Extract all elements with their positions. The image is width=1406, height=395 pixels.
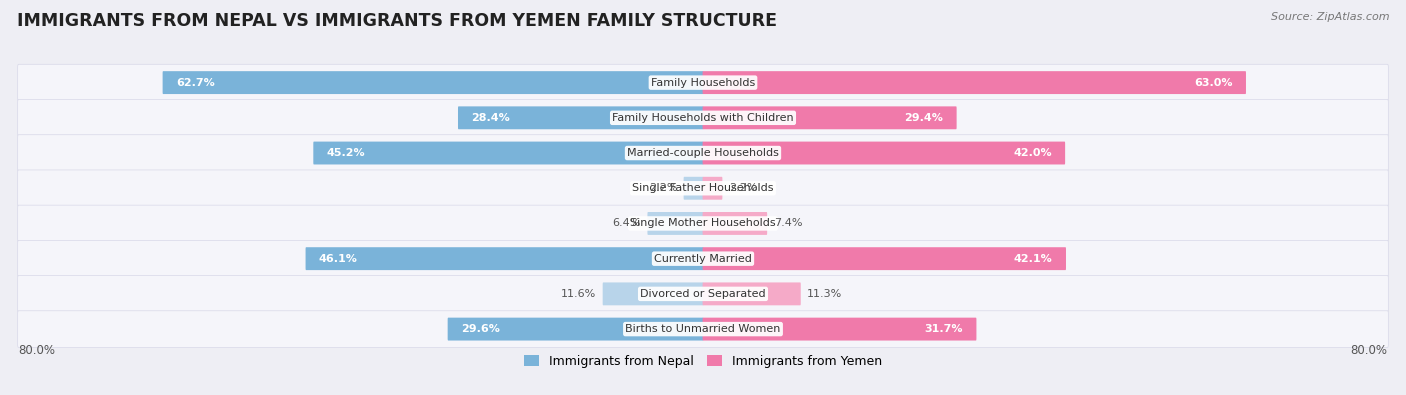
FancyBboxPatch shape <box>703 212 768 235</box>
FancyBboxPatch shape <box>703 71 1246 94</box>
Text: Source: ZipAtlas.com: Source: ZipAtlas.com <box>1271 12 1389 22</box>
FancyBboxPatch shape <box>447 318 703 340</box>
Text: Married-couple Households: Married-couple Households <box>627 148 779 158</box>
Text: 46.1%: 46.1% <box>319 254 357 264</box>
Text: 2.2%: 2.2% <box>728 183 758 193</box>
Text: 11.3%: 11.3% <box>807 289 842 299</box>
FancyBboxPatch shape <box>703 318 976 340</box>
Text: Divorced or Separated: Divorced or Separated <box>640 289 766 299</box>
Text: Single Mother Households: Single Mother Households <box>630 218 776 228</box>
FancyBboxPatch shape <box>18 170 1388 207</box>
Text: Currently Married: Currently Married <box>654 254 752 264</box>
Text: 80.0%: 80.0% <box>1351 344 1388 357</box>
Text: 80.0%: 80.0% <box>18 344 55 357</box>
Text: 11.6%: 11.6% <box>561 289 596 299</box>
FancyBboxPatch shape <box>603 282 703 305</box>
Legend: Immigrants from Nepal, Immigrants from Yemen: Immigrants from Nepal, Immigrants from Y… <box>517 348 889 374</box>
FancyBboxPatch shape <box>703 282 801 305</box>
Text: Births to Unmarried Women: Births to Unmarried Women <box>626 324 780 334</box>
FancyBboxPatch shape <box>18 205 1388 242</box>
FancyBboxPatch shape <box>314 141 703 164</box>
Text: Family Households: Family Households <box>651 77 755 88</box>
Text: 42.0%: 42.0% <box>1014 148 1052 158</box>
FancyBboxPatch shape <box>305 247 703 270</box>
Text: IMMIGRANTS FROM NEPAL VS IMMIGRANTS FROM YEMEN FAMILY STRUCTURE: IMMIGRANTS FROM NEPAL VS IMMIGRANTS FROM… <box>17 12 778 30</box>
FancyBboxPatch shape <box>18 100 1388 136</box>
FancyBboxPatch shape <box>703 247 1066 270</box>
Text: 62.7%: 62.7% <box>176 77 215 88</box>
Text: 6.4%: 6.4% <box>613 218 641 228</box>
FancyBboxPatch shape <box>703 141 1066 164</box>
FancyBboxPatch shape <box>647 212 703 235</box>
FancyBboxPatch shape <box>163 71 703 94</box>
Text: 29.6%: 29.6% <box>461 324 501 334</box>
FancyBboxPatch shape <box>18 276 1388 312</box>
Text: 2.2%: 2.2% <box>648 183 678 193</box>
Text: 7.4%: 7.4% <box>773 218 801 228</box>
FancyBboxPatch shape <box>703 106 956 129</box>
Text: 42.1%: 42.1% <box>1014 254 1053 264</box>
FancyBboxPatch shape <box>703 177 723 200</box>
Text: 31.7%: 31.7% <box>925 324 963 334</box>
FancyBboxPatch shape <box>18 241 1388 277</box>
Text: Single Father Households: Single Father Households <box>633 183 773 193</box>
FancyBboxPatch shape <box>18 64 1388 101</box>
Text: 29.4%: 29.4% <box>904 113 943 123</box>
FancyBboxPatch shape <box>18 311 1388 347</box>
Text: 63.0%: 63.0% <box>1194 77 1233 88</box>
Text: 45.2%: 45.2% <box>326 148 366 158</box>
Text: Family Households with Children: Family Households with Children <box>612 113 794 123</box>
FancyBboxPatch shape <box>683 177 703 200</box>
FancyBboxPatch shape <box>458 106 703 129</box>
FancyBboxPatch shape <box>18 135 1388 171</box>
Text: 28.4%: 28.4% <box>471 113 510 123</box>
